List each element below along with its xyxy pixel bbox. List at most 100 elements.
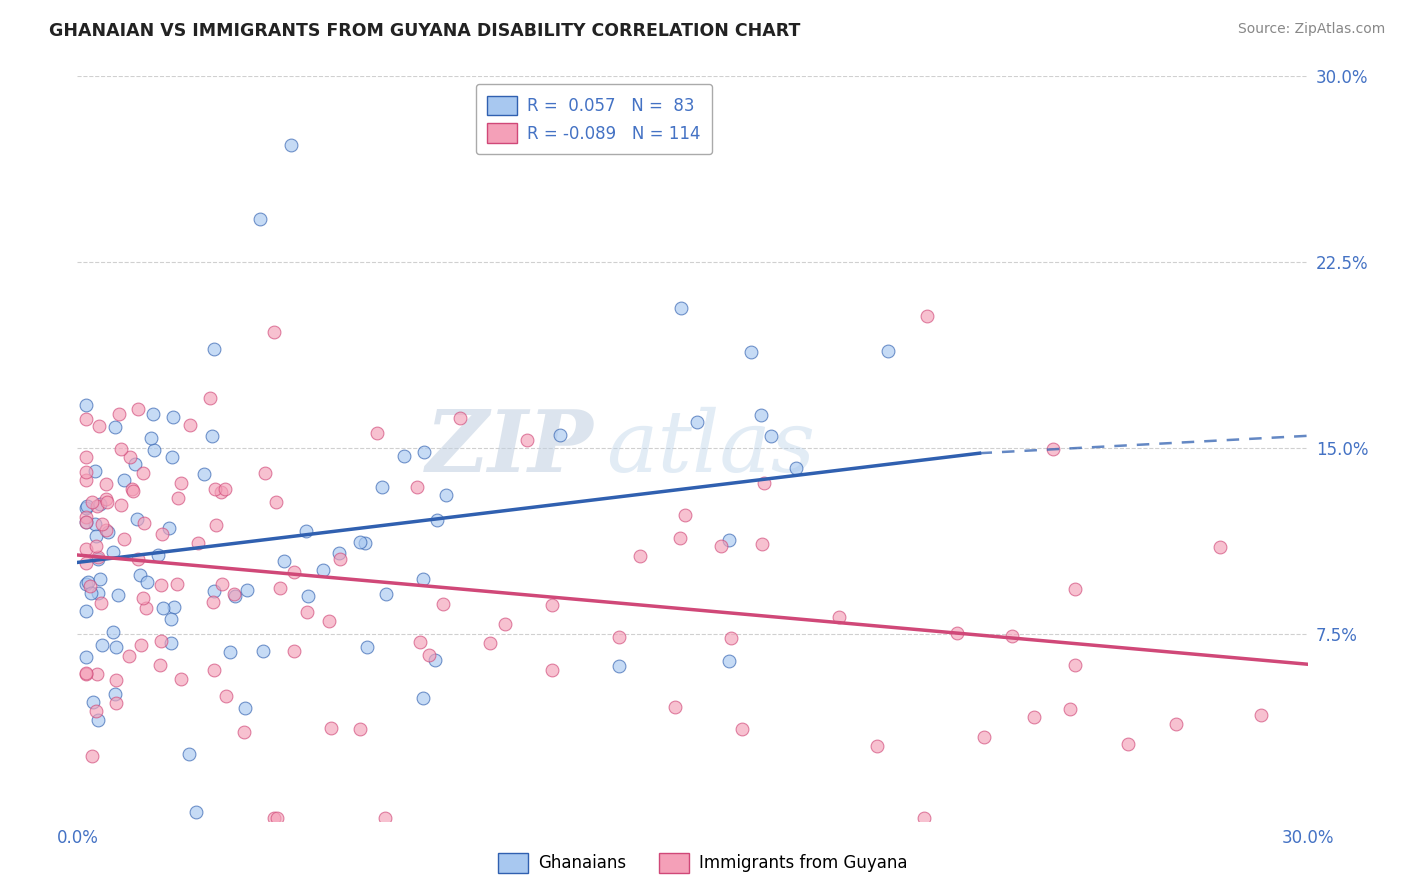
Point (76, 575, 98, 590)
Text: GHANAIAN VS IMMIGRANTS FROM GUYANA DISABILITY CORRELATION CHART: GHANAIAN VS IMMIGRANTS FROM GUYANA DISAB… (49, 22, 800, 40)
Point (785, 460, 807, 475)
Point (89, 572, 111, 586)
Point (669, 301, 692, 315)
Point (754, 476, 776, 491)
Point (1063, 657, 1085, 672)
Point (75, 515, 97, 529)
Point (720, 631, 742, 645)
Point (201, 595, 224, 609)
Point (75, 542, 97, 557)
Point (87, 552, 110, 566)
Point (160, 450, 183, 464)
Point (107, 588, 129, 602)
Point (142, 407, 165, 421)
Legend: R =  0.057   N =  83, R = -0.089   N = 114: R = 0.057 N = 83, R = -0.089 N = 114 (475, 84, 713, 154)
Point (269, 581, 291, 595)
Point (105, 673, 128, 688)
Point (1064, 582, 1087, 596)
Point (374, 811, 396, 825)
Point (609, 659, 631, 673)
Point (425, 653, 447, 667)
Point (280, 138, 302, 153)
Point (1250, 708, 1272, 723)
Point (187, 536, 209, 550)
Point (406, 480, 429, 494)
Point (110, 498, 132, 512)
Point (295, 606, 318, 620)
Point (252, 643, 274, 657)
Point (249, 211, 271, 226)
Point (121, 483, 143, 497)
Point (149, 657, 172, 672)
Point (94, 491, 117, 506)
Point (607, 630, 630, 644)
Point (328, 546, 350, 560)
Point (118, 648, 141, 663)
Point (295, 524, 318, 538)
Point (312, 563, 335, 577)
Point (222, 587, 245, 601)
Point (759, 429, 782, 443)
Point (86, 499, 108, 513)
Point (349, 722, 371, 736)
Point (107, 407, 129, 421)
Point (219, 645, 242, 659)
Point (131, 638, 153, 652)
Point (131, 591, 153, 606)
Point (204, 482, 226, 496)
Point (75, 556, 97, 570)
Point (75, 501, 97, 516)
Point (686, 415, 709, 429)
Point (264, 495, 287, 509)
Point (75, 465, 97, 479)
Point (101, 544, 124, 558)
Point (80, 749, 103, 764)
Point (673, 508, 696, 523)
Point (718, 654, 741, 668)
Point (75, 398, 97, 412)
Point (914, 811, 936, 825)
Point (449, 411, 471, 425)
Point (233, 724, 256, 739)
Point (1166, 717, 1188, 731)
Point (125, 512, 148, 526)
Point (198, 391, 221, 405)
Point (1116, 737, 1139, 751)
Point (83, 464, 105, 478)
Point (409, 634, 432, 648)
Point (413, 445, 436, 459)
Point (105, 697, 128, 711)
Point (163, 599, 186, 614)
Point (516, 434, 538, 448)
Point (1024, 710, 1046, 724)
Point (124, 457, 146, 471)
Point (96, 495, 118, 509)
Point (371, 480, 394, 494)
Point (135, 601, 157, 615)
Point (150, 578, 173, 592)
Point (202, 342, 225, 356)
Point (101, 624, 124, 639)
Point (184, 805, 207, 819)
Point (749, 408, 772, 422)
Point (89, 419, 111, 434)
Point (94, 476, 117, 491)
Point (157, 521, 180, 535)
Point (710, 539, 733, 553)
Text: atlas: atlas (606, 407, 815, 490)
Point (668, 531, 690, 545)
Point (432, 597, 454, 611)
Point (209, 484, 232, 499)
Point (152, 601, 174, 615)
Point (87, 586, 110, 600)
Point (82, 494, 104, 508)
Point (224, 589, 246, 603)
Point (628, 549, 651, 563)
Point (160, 635, 183, 649)
Point (318, 615, 340, 629)
Point (541, 663, 564, 677)
Point (273, 554, 295, 568)
Point (166, 576, 188, 591)
Point (479, 635, 502, 649)
Point (740, 345, 762, 359)
